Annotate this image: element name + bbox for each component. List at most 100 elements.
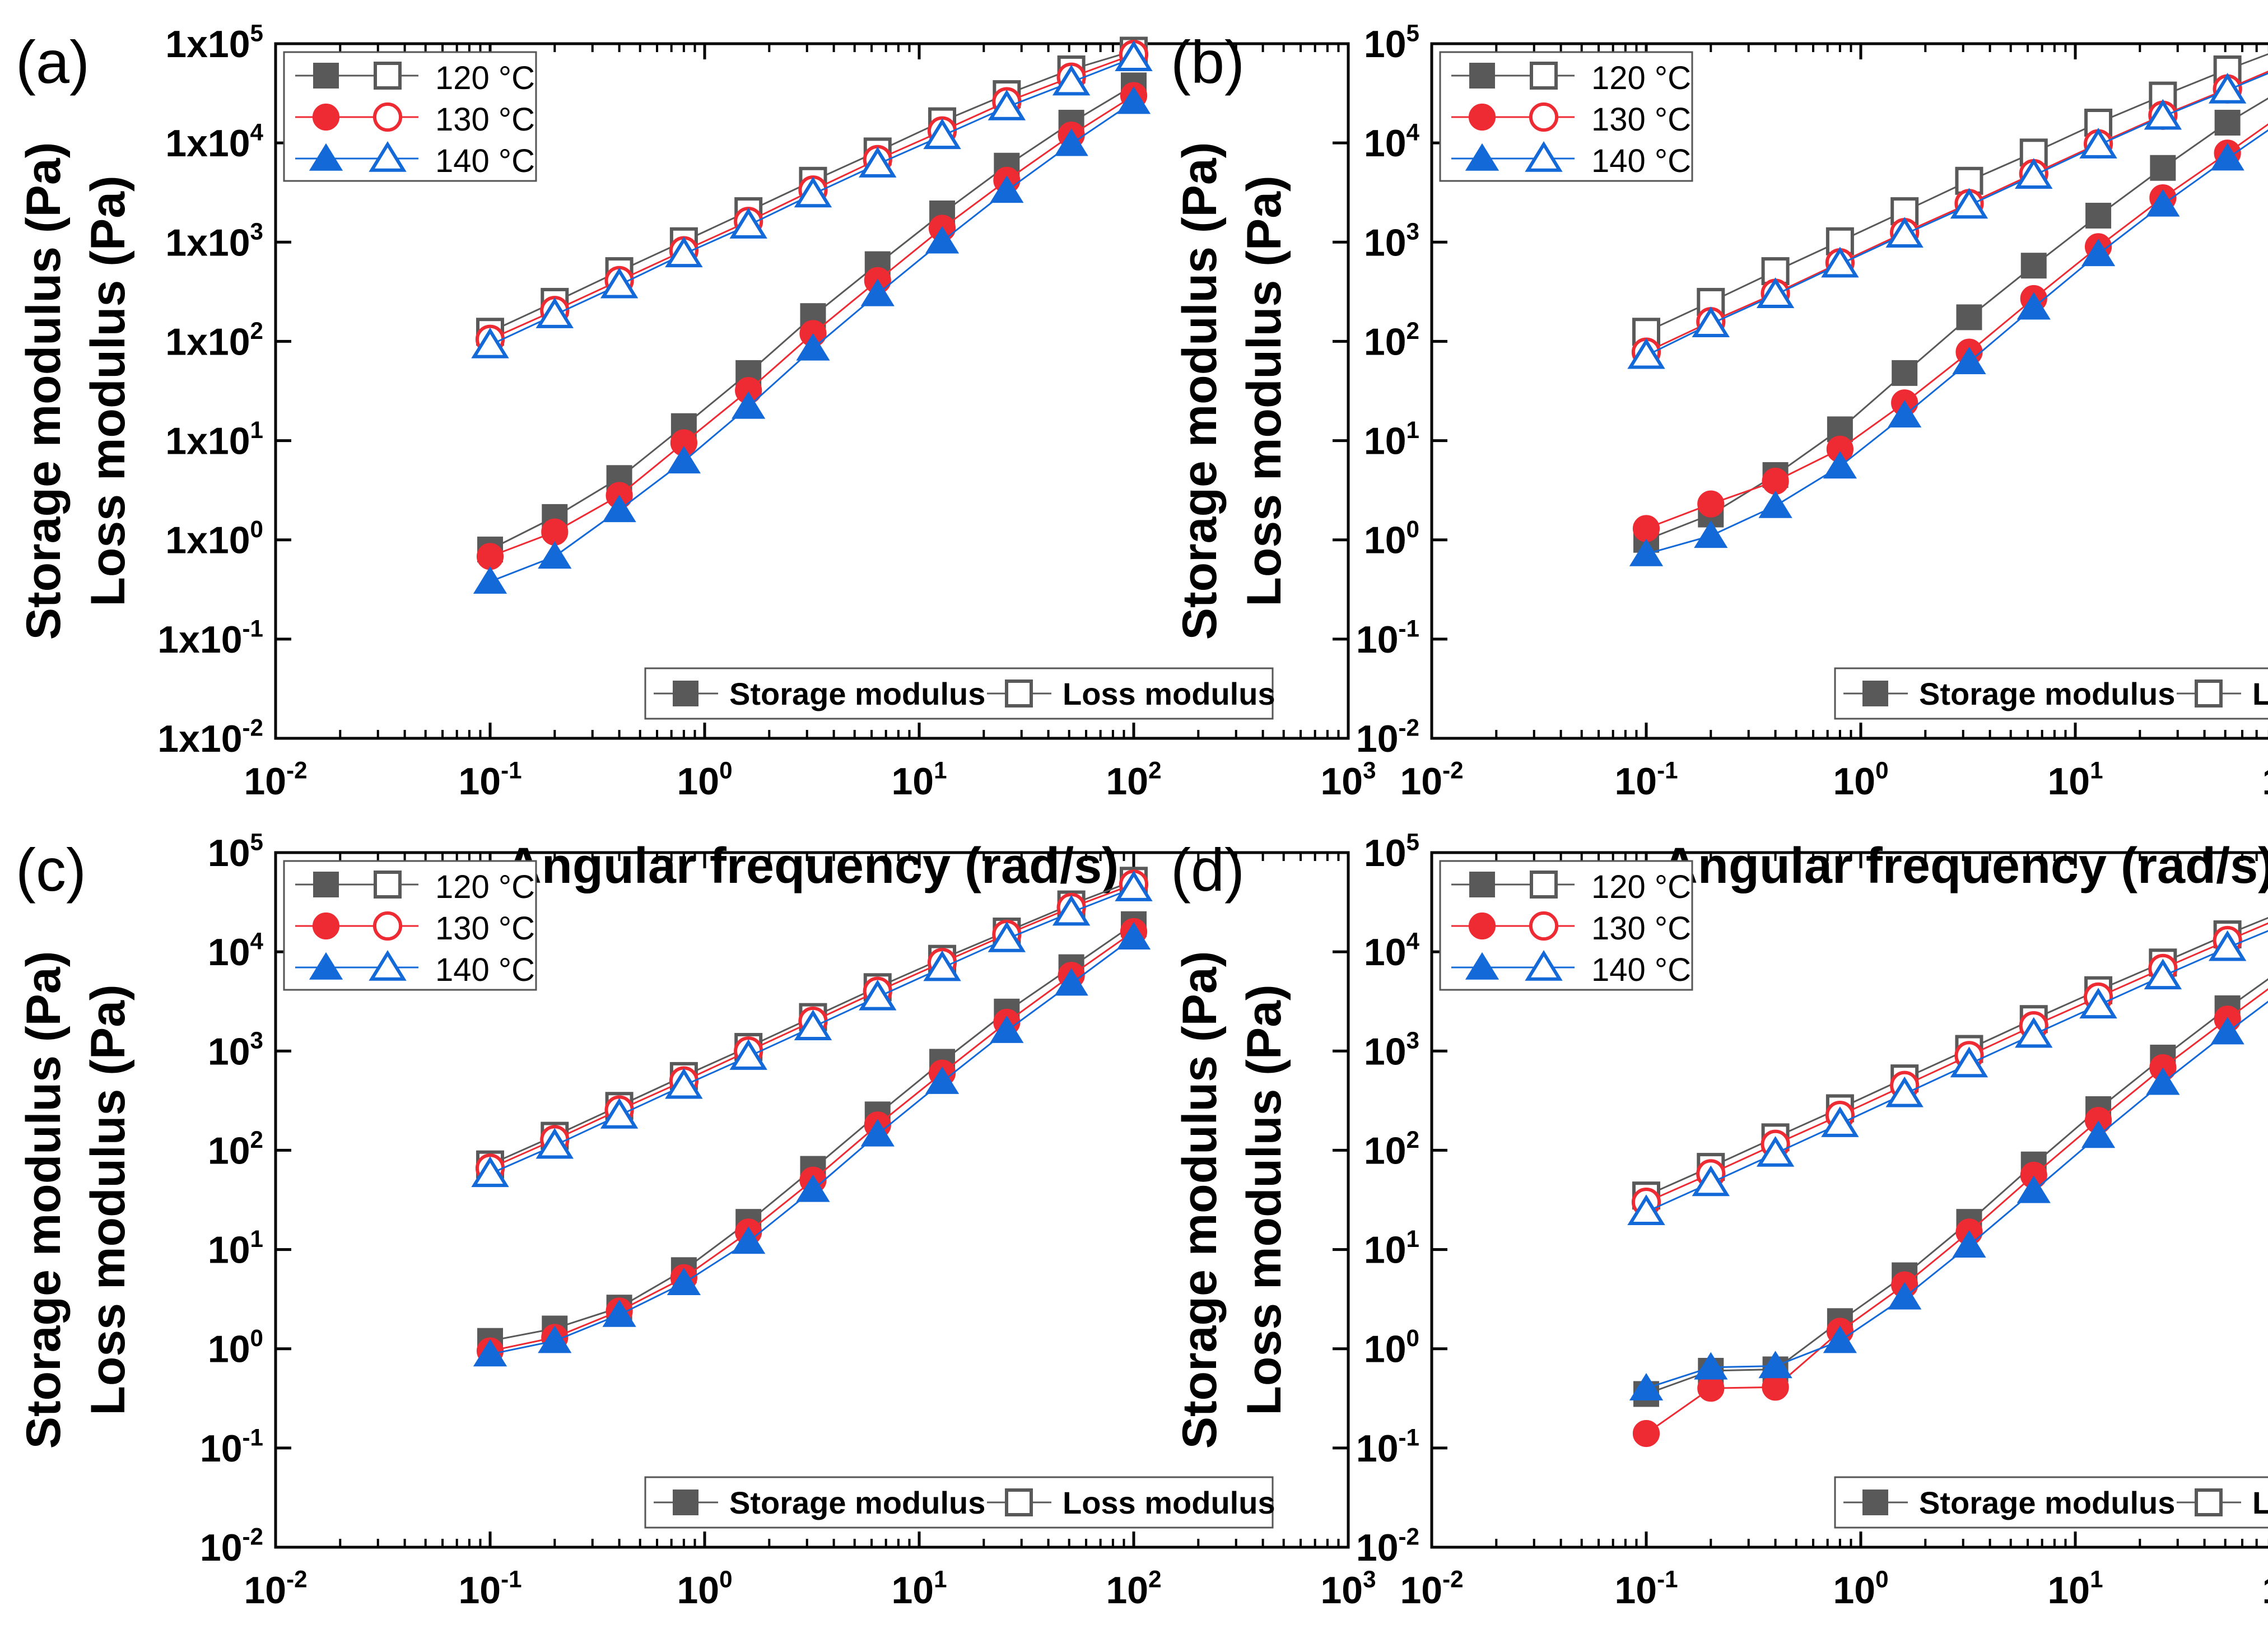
x-tick-label-exponent: -2: [1442, 757, 1463, 783]
y-tick-label: 1x10-1: [157, 615, 263, 661]
legend-type-box: [644, 667, 1274, 720]
data-point: [732, 391, 766, 419]
y-tick-label-exponent: 5: [250, 829, 263, 855]
y-tick-label: 10-1: [1356, 1424, 1419, 1470]
data-point: [2015, 158, 2053, 189]
panel-label: (d): [1171, 836, 1245, 904]
y-tick-label: 10-1: [1356, 615, 1419, 661]
data-point: [1116, 922, 1151, 950]
x-tick-label: 10-1: [458, 1566, 521, 1612]
y-tick-label-base: 10: [1364, 122, 1407, 165]
y-tick-label-exponent: 0: [250, 516, 263, 542]
y-tick-label-exponent: 4: [1407, 119, 1420, 146]
x-tick-label-exponent: 0: [719, 757, 732, 783]
legend-loss-label: Loss modulus: [2252, 1485, 2268, 1520]
y-tick-label: 104: [1364, 119, 1420, 165]
data-point: [541, 518, 569, 546]
y-tick-label-base: 1x10: [165, 420, 250, 463]
x-tick-label-base: 10: [1400, 1569, 1442, 1612]
y-tick-label: 104: [208, 928, 264, 974]
data-point: [1116, 86, 1151, 114]
legend-loss-label: Loss modulus: [1063, 1485, 1275, 1520]
y-tick-label-base: 1x10: [165, 122, 250, 165]
y-tick-label: 100: [1364, 1325, 1419, 1371]
y-tick-label-base: 10: [208, 931, 250, 974]
x-tick-label: 102: [1106, 1566, 1161, 1612]
data-point: [602, 495, 636, 523]
x-tick-label-base: 10: [1614, 1569, 1657, 1612]
x-tick-label: 100: [1833, 1566, 1888, 1612]
data-point: [1952, 1230, 1986, 1258]
legend-open-marker-icon: [1530, 62, 1558, 90]
y-tick-label-base: 10: [200, 1427, 243, 1470]
data-point: [2144, 958, 2182, 990]
y-tick-label-base: 10: [1364, 1030, 1407, 1073]
y-tick-label-exponent: 2: [1407, 1127, 1419, 1153]
series-140-storage: [1629, 129, 2268, 566]
legend-loss-label: Loss modulus: [1063, 676, 1275, 711]
x-tick-label-base: 10: [1833, 760, 1875, 803]
data-point: [600, 1098, 639, 1129]
data-point: [990, 1015, 1024, 1043]
y-tick-label-base: 1x10: [165, 23, 250, 66]
legend-filled-marker-icon: [313, 872, 339, 897]
data-point: [860, 1119, 895, 1147]
legend-filled-marker-icon: [1468, 912, 1496, 940]
y-tick-label-exponent: 3: [1407, 218, 1419, 245]
x-tick-label-base: 10: [2262, 1569, 2268, 1612]
y-tick-label-exponent: 4: [1407, 928, 1420, 955]
series-line: [490, 923, 1134, 1342]
x-tick-label: 100: [1833, 757, 1888, 803]
plot-frame: [274, 851, 1350, 1549]
y-tick-label: 103: [1364, 218, 1419, 264]
data-point: [729, 1039, 767, 1070]
y-tick-label: 1x102: [165, 318, 263, 364]
legend-temp-label: 130 °C: [435, 101, 535, 138]
legend-open-marker-icon: [372, 911, 403, 941]
panel-label: (c): [16, 836, 86, 904]
legend-storage-label: Storage modulus: [1919, 676, 2175, 711]
legend-filled-marker-icon: [1469, 872, 1495, 897]
data-point: [1632, 515, 1660, 542]
x-tick-label-base: 10: [2047, 1569, 2090, 1612]
legend-temp-label: 120 °C: [435, 60, 535, 96]
x-tick-label-base: 10: [2262, 760, 2268, 803]
legend-storage-label: Storage modulus: [729, 1485, 985, 1520]
x-axis-title: Angular frequency (rad/s): [1661, 838, 2268, 894]
y-tick-label-base: 10: [1364, 1328, 1407, 1371]
data-point: [923, 118, 961, 150]
y-tick-label: 10-2: [1356, 714, 1419, 760]
x-tick-label: 103: [1320, 757, 1376, 803]
data-point: [2020, 253, 2047, 279]
data-point: [2016, 1175, 2051, 1203]
y-tick-label-exponent: 3: [1407, 1027, 1419, 1054]
x-tick-label-exponent: 0: [1875, 1566, 1888, 1592]
data-point: [1115, 40, 1153, 72]
x-tick-label-exponent: -1: [501, 757, 521, 783]
data-point: [1892, 360, 1918, 386]
y-tick-label-exponent: -2: [243, 714, 263, 741]
y-tick-label-exponent: -2: [1399, 1523, 1419, 1549]
data-point: [1950, 188, 1988, 219]
legend-temp-label: 130 °C: [435, 910, 535, 947]
y-tick-label: 10-1: [200, 1424, 263, 1470]
y-tick-label-base: 10: [1356, 1526, 1399, 1569]
x-tick-label: 101: [2047, 1566, 2103, 1612]
legend-temp-label: 120 °C: [1591, 869, 1691, 905]
x-tick-label-base: 10: [458, 1569, 501, 1612]
y-tick-label: 101: [1364, 1226, 1419, 1272]
series-140-storage: [473, 922, 1151, 1367]
y-tick-label-base: 10: [200, 1526, 243, 1569]
data-point: [535, 297, 574, 328]
y-tick-label-exponent: 1: [1407, 417, 1419, 443]
data-point: [2079, 128, 2117, 159]
series-140-storage: [1629, 1000, 2268, 1400]
y-axis-title-loss: Loss modulus (Pa): [81, 175, 135, 606]
x-tick-label-base: 10: [891, 1569, 934, 1612]
legend-open-marker-icon: [372, 102, 403, 132]
y-tick-label-base: 10: [208, 1129, 250, 1172]
y-tick-label-base: 10: [1364, 519, 1407, 562]
data-point: [1758, 1351, 1792, 1379]
x-tick-label-exponent: -1: [501, 1566, 521, 1592]
